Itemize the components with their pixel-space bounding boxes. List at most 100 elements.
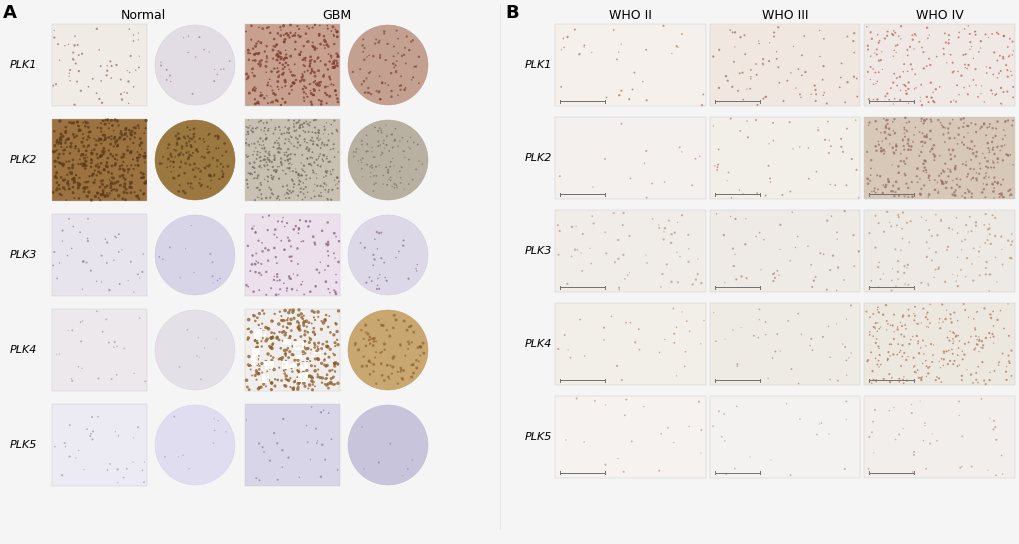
- Point: [99, 159, 115, 168]
- Point: [135, 250, 151, 258]
- Point: [884, 310, 901, 319]
- Point: [289, 342, 306, 350]
- Point: [317, 277, 333, 286]
- Point: [984, 187, 1001, 196]
- Point: [906, 362, 922, 370]
- Point: [265, 54, 281, 63]
- Point: [951, 337, 967, 345]
- Point: [290, 180, 307, 189]
- Point: [128, 192, 145, 201]
- Point: [967, 221, 983, 230]
- Point: [922, 145, 938, 154]
- Point: [583, 48, 599, 57]
- Point: [165, 174, 181, 182]
- Point: [170, 453, 186, 461]
- Point: [131, 153, 148, 162]
- Point: [596, 154, 612, 163]
- Point: [387, 254, 404, 262]
- Point: [972, 82, 988, 90]
- Point: [323, 374, 339, 383]
- Point: [94, 251, 110, 260]
- Point: [963, 137, 979, 146]
- Point: [329, 360, 345, 369]
- Point: [247, 317, 263, 325]
- Point: [951, 183, 967, 191]
- Point: [404, 456, 420, 465]
- Point: [953, 71, 969, 80]
- Point: [96, 144, 112, 153]
- Point: [970, 47, 986, 56]
- Bar: [256, 332, 259, 339]
- Point: [388, 57, 405, 65]
- Point: [784, 145, 800, 153]
- Text: PLK2: PLK2: [10, 155, 38, 165]
- Point: [871, 56, 888, 65]
- Point: [976, 239, 993, 248]
- Point: [904, 35, 920, 44]
- Point: [323, 195, 339, 204]
- Point: [713, 432, 730, 441]
- Point: [124, 155, 141, 164]
- Point: [890, 169, 906, 177]
- Point: [132, 134, 149, 143]
- Point: [277, 375, 293, 384]
- Point: [922, 339, 938, 348]
- Point: [330, 237, 346, 245]
- Point: [261, 75, 277, 84]
- Point: [950, 28, 966, 37]
- Point: [838, 125, 854, 133]
- Point: [266, 64, 282, 73]
- Point: [317, 380, 333, 388]
- Point: [249, 354, 265, 363]
- Point: [305, 327, 321, 336]
- Point: [62, 76, 78, 85]
- Point: [866, 117, 882, 126]
- Point: [260, 246, 276, 255]
- Point: [245, 175, 261, 183]
- Point: [317, 89, 333, 97]
- Point: [66, 178, 83, 187]
- Point: [367, 235, 383, 244]
- Point: [240, 316, 257, 324]
- Point: [918, 308, 934, 317]
- Point: [315, 340, 331, 349]
- Point: [179, 179, 196, 188]
- Point: [750, 36, 766, 45]
- Point: [888, 140, 904, 149]
- Point: [291, 123, 308, 132]
- Point: [356, 465, 372, 473]
- Point: [899, 139, 915, 148]
- Point: [346, 341, 363, 350]
- Point: [818, 217, 835, 225]
- Point: [400, 46, 417, 54]
- Point: [290, 367, 307, 376]
- Point: [769, 23, 786, 32]
- Point: [179, 325, 196, 334]
- Point: [999, 300, 1015, 308]
- Point: [297, 168, 313, 176]
- Point: [82, 431, 98, 440]
- Point: [329, 28, 345, 36]
- Point: [552, 46, 569, 54]
- Point: [252, 57, 268, 66]
- Point: [894, 312, 910, 321]
- Point: [408, 264, 424, 273]
- Point: [120, 165, 137, 174]
- Point: [393, 163, 410, 171]
- Point: [318, 311, 334, 319]
- Point: [549, 221, 566, 230]
- Point: [890, 257, 906, 265]
- Point: [311, 136, 327, 145]
- Point: [79, 234, 96, 243]
- Point: [383, 130, 399, 139]
- Point: [770, 78, 787, 87]
- Point: [107, 116, 123, 125]
- Point: [112, 162, 128, 171]
- Point: [260, 78, 276, 87]
- Point: [973, 344, 989, 353]
- Point: [181, 160, 198, 169]
- Point: [276, 63, 292, 72]
- Point: [866, 142, 882, 151]
- Point: [59, 135, 75, 144]
- Point: [277, 194, 293, 202]
